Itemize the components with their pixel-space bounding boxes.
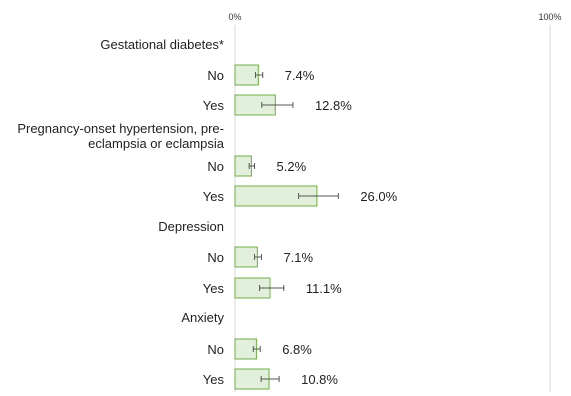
category-label: Yes — [203, 372, 225, 387]
category-label: Yes — [203, 281, 225, 296]
data-label: 7.4% — [285, 68, 315, 83]
bar — [234, 246, 258, 268]
category-label: Yes — [203, 98, 225, 113]
group-header-label: Depression — [158, 219, 224, 234]
category-label: No — [207, 342, 224, 357]
data-label: 12.8% — [315, 98, 352, 113]
category-label: No — [207, 159, 224, 174]
bar — [234, 64, 259, 86]
data-label: 11.1% — [306, 281, 342, 296]
x-tick-label: 100% — [538, 12, 561, 22]
x-tick-label: 0% — [228, 12, 241, 22]
category-label: No — [207, 68, 224, 83]
category-label: Yes — [203, 189, 225, 204]
group-header-label: Gestational diabetes* — [100, 37, 224, 52]
category-label: No — [207, 250, 224, 265]
data-label: 6.8% — [282, 342, 312, 357]
data-label: 26.0% — [360, 189, 397, 204]
data-label: 5.2% — [277, 159, 307, 174]
group-header-label: eclampsia or eclampsia — [88, 136, 225, 151]
group-header-label: Pregnancy-onset hypertension, pre- — [17, 121, 224, 136]
data-label: 10.8% — [301, 372, 338, 387]
group-header-label: Anxiety — [181, 310, 224, 325]
data-label: 7.1% — [283, 250, 313, 265]
